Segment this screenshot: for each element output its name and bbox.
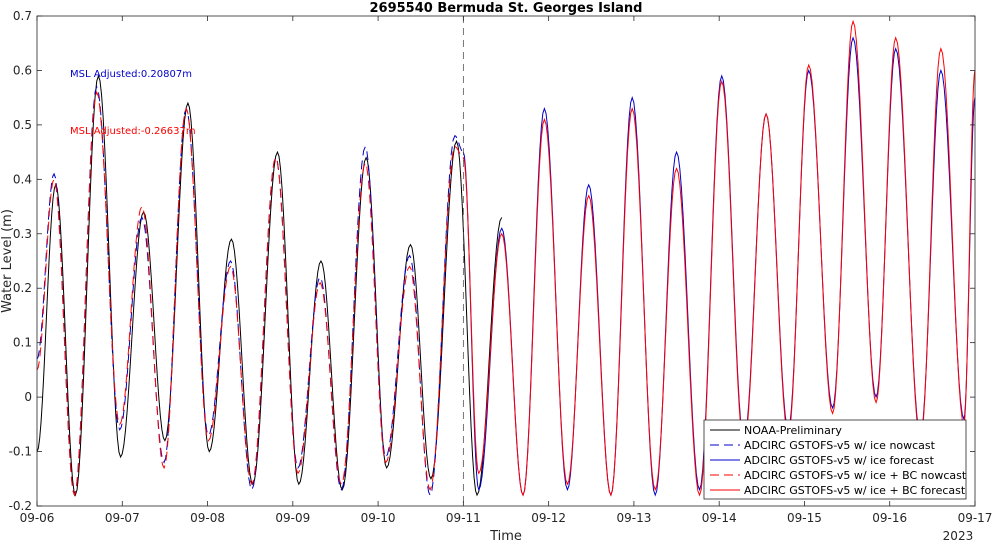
x-tick-label: 09-16	[872, 511, 907, 525]
y-tick-label: -0.1	[9, 445, 32, 459]
y-tick-label: 0.7	[13, 9, 32, 23]
series-layer	[36, 19, 976, 497]
x-tick-label: 09-13	[616, 511, 651, 525]
x-tick-label: 09-11	[446, 511, 481, 525]
legend-entry-4: ADCIRC GSTOFS-v5 w/ ice + BC nowcast	[744, 469, 967, 482]
legend-entry-3: ADCIRC GSTOFS-v5 w/ ice forecast	[744, 454, 935, 467]
legend-box	[703, 419, 967, 500]
x-tick-label: 09-07	[105, 511, 140, 525]
y-tick-label: 0.5	[13, 118, 32, 132]
y-tick-label: 0.4	[13, 172, 32, 186]
series-line-1	[36, 74, 503, 497]
legend-entry-5: ADCIRC GSTOFS-v5 w/ ice + BC forecast	[744, 484, 966, 497]
y-tick-label: 0.2	[13, 281, 32, 295]
chart-title: 2695540 Bermuda St. Georges Island	[369, 1, 642, 16]
x-tick-label: 09-17	[958, 511, 992, 525]
series-line-3	[462, 36, 976, 497]
legend: NOAA-Preliminary ADCIRC GSTOFS-v5 w/ ice …	[703, 419, 967, 500]
x-tick-label: 09-12	[531, 511, 566, 525]
y-tick-label: 0	[24, 390, 32, 404]
legend-entry-2: ADCIRC GSTOFS-v5 w/ ice nowcast	[744, 439, 936, 452]
series-line-5	[462, 19, 976, 497]
x-tick-label: 09-08	[190, 511, 225, 525]
legend-entry-1: NOAA-Preliminary	[744, 424, 842, 437]
x-tick-label: 09-14	[702, 511, 737, 525]
y-axis-label: Water Level (m)	[0, 209, 15, 313]
y-tick-label: 0.1	[13, 336, 32, 350]
x-axis-label: Time	[489, 529, 522, 541]
x-tick-label: 09-10	[361, 511, 396, 525]
x-axis-year-label: 2023	[943, 529, 974, 541]
y-tick-label: -0.2	[9, 499, 32, 513]
x-tick-label: 09-15	[787, 511, 822, 525]
y-tick-label: 0.6	[13, 63, 32, 77]
x-tick-label: 09-06	[20, 511, 55, 525]
msl-adjusted-annotation-nowcast: MSL Adjusted:0.20807m	[70, 69, 192, 80]
y-tick-label: 0.3	[13, 227, 32, 241]
series-line-4	[36, 90, 464, 497]
msl-adjusted-annotation-bc: MSL Adjusted:-0.26637m	[70, 126, 196, 137]
plot-area-frame	[36, 15, 976, 507]
axis-layer: 09-06 09-07 09-08 09-09 09-10 09-11 09-12 09-13…	[9, 9, 992, 525]
x-tick-label: 09-09	[275, 511, 310, 525]
